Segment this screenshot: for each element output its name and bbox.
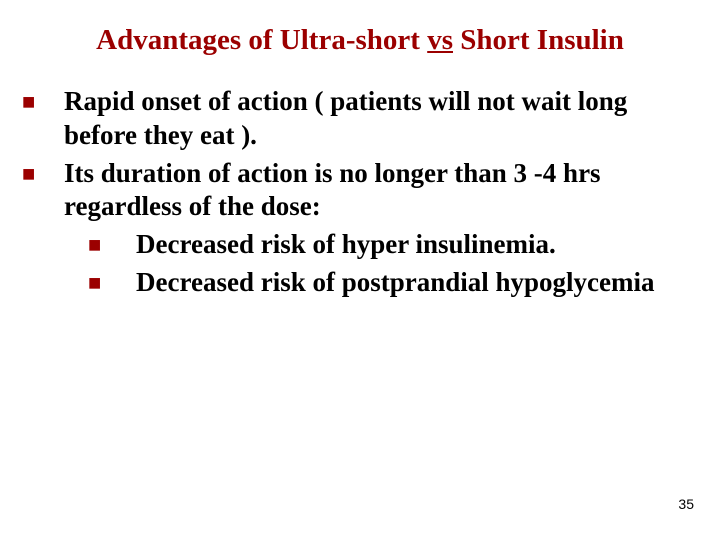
title-pre: Advantages of Ultra-short (96, 24, 427, 56)
page-number: 35 (678, 496, 694, 512)
title-post: Short Insulin (453, 24, 624, 56)
list-item-text: Its duration of action is no longer than… (64, 157, 702, 225)
list-item-text: Decreased risk of postprandial hypoglyce… (136, 266, 702, 300)
slide-body: ■ Rapid onset of action ( patients will … (18, 85, 702, 300)
square-bullet-icon: ■ (18, 85, 64, 153)
slide: Advantages of Ultra-short vs Short Insul… (0, 0, 720, 540)
square-bullet-icon: ■ (18, 157, 64, 225)
list-item: ■ Rapid onset of action ( patients will … (18, 85, 702, 153)
title-underlined: vs (427, 24, 453, 56)
square-bullet-icon: ■ (80, 228, 136, 262)
square-bullet-icon: ■ (80, 266, 136, 300)
list-item-text: Rapid onset of action ( patients will no… (64, 85, 702, 153)
list-item: ■ Decreased risk of hyper insulinemia. (80, 228, 702, 262)
list-item: ■ Its duration of action is no longer th… (18, 157, 702, 225)
slide-title: Advantages of Ultra-short vs Short Insul… (18, 24, 702, 57)
list-item: ■ Decreased risk of postprandial hypogly… (80, 266, 702, 300)
list-item-text: Decreased risk of hyper insulinemia. (136, 228, 702, 262)
